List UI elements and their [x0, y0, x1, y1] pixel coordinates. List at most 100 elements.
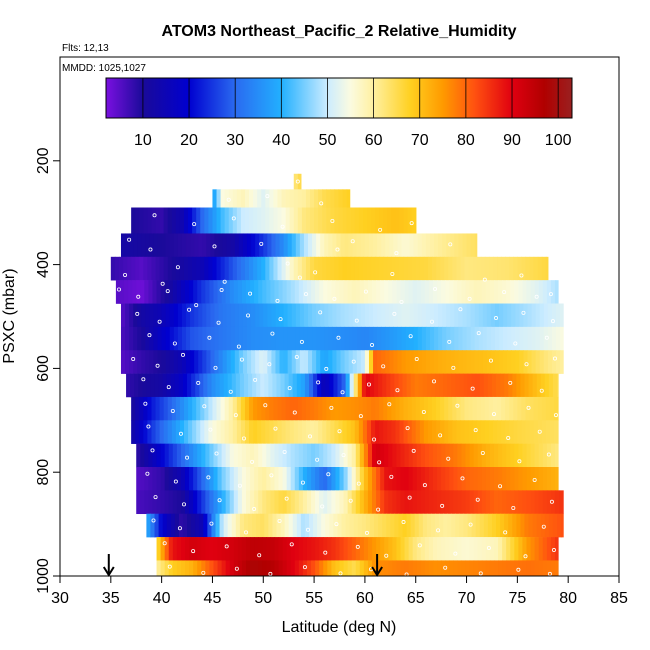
rh-cell	[377, 233, 382, 258]
rh-cell	[247, 326, 252, 351]
sample-marker	[278, 317, 283, 322]
rh-cell	[229, 537, 235, 561]
rh-cell	[455, 513, 461, 538]
rh-cell	[301, 189, 307, 208]
rh-cell	[404, 443, 410, 468]
rh-cell	[312, 350, 317, 374]
sample-marker	[532, 477, 537, 482]
rh-cell	[176, 560, 182, 577]
sample-marker	[338, 571, 343, 576]
rh-cell	[238, 233, 244, 258]
sample-marker	[214, 451, 219, 456]
rh-cell	[389, 326, 394, 351]
rh-cell	[279, 233, 285, 258]
rh-cell	[178, 513, 184, 538]
rh-cell	[300, 513, 306, 538]
rh-cell	[250, 443, 255, 468]
rh-cell	[427, 420, 433, 444]
rh-cell	[401, 303, 407, 328]
rh-cell	[258, 280, 263, 304]
rh-cell	[151, 207, 157, 234]
rh-cell	[168, 560, 174, 577]
rh-cell	[279, 303, 285, 328]
rh-cell	[546, 537, 552, 561]
sample-marker	[226, 197, 231, 202]
rh-cell	[289, 189, 295, 208]
rh-cell	[170, 513, 176, 538]
rh-cell	[502, 490, 507, 515]
rh-cell	[498, 537, 503, 561]
rh-cell	[148, 490, 154, 515]
rh-cell	[209, 443, 215, 468]
rh-cell	[137, 326, 142, 351]
rh-cell	[131, 420, 136, 444]
rh-cell	[337, 513, 343, 538]
rh-cell	[411, 207, 417, 234]
rh-cell	[330, 420, 336, 444]
rh-cell	[523, 326, 529, 351]
sample-marker	[334, 522, 339, 527]
rh-cell	[421, 303, 427, 328]
rh-cell	[396, 467, 402, 491]
rh-cell	[261, 207, 266, 234]
x-axis-label: Latitude (deg N)	[282, 619, 397, 636]
rh-cell	[139, 207, 144, 234]
rh-cell	[270, 280, 276, 304]
rh-cell	[265, 396, 270, 421]
rh-cell	[377, 350, 382, 374]
rh-cell	[426, 513, 432, 538]
rh-cell	[207, 513, 213, 538]
rh-cell	[375, 396, 380, 421]
rh-cell	[179, 396, 185, 421]
rh-cell	[497, 420, 502, 444]
rh-cell	[165, 303, 171, 328]
rh-cell	[459, 513, 465, 538]
x-tick-label: 80	[559, 590, 577, 607]
rh-cell	[189, 490, 194, 515]
rh-cell	[449, 280, 454, 304]
flight-arrows	[102, 554, 383, 577]
rh-cell	[326, 420, 331, 444]
rh-cell	[323, 280, 328, 304]
rh-cell	[206, 350, 212, 374]
rh-cell	[291, 303, 297, 328]
sample-marker	[506, 435, 511, 440]
rh-cell	[257, 256, 262, 281]
rh-cell	[518, 467, 524, 491]
sample-marker	[152, 213, 157, 218]
rh-cell	[481, 537, 487, 561]
rh-cell	[275, 233, 281, 258]
rh-cell	[475, 513, 481, 538]
rh-cell	[225, 560, 231, 577]
rh-cell	[285, 189, 291, 208]
rh-cell	[155, 396, 161, 421]
rh-cell	[110, 256, 116, 281]
rh-cell	[189, 443, 194, 468]
sample-marker	[282, 449, 287, 454]
rh-cell	[437, 467, 442, 491]
rh-cell	[285, 420, 291, 444]
rh-cell	[443, 513, 448, 538]
rh-cell	[173, 303, 179, 328]
rh-cell	[131, 207, 136, 234]
rh-cell	[384, 280, 389, 304]
rh-cell	[311, 537, 316, 561]
rh-cell	[196, 256, 201, 281]
rh-cell	[424, 280, 430, 304]
sample-marker	[494, 316, 499, 321]
rh-cell	[542, 280, 548, 304]
rh-cell	[239, 373, 245, 398]
sample-marker	[407, 495, 412, 500]
sample-marker	[316, 380, 321, 385]
rh-cell	[485, 490, 491, 515]
rh-cell	[290, 280, 296, 304]
rh-cell	[489, 443, 495, 468]
rh-cell	[377, 303, 382, 328]
rh-cell	[265, 189, 270, 208]
rh-cell	[289, 256, 295, 281]
rh-cell	[490, 326, 496, 351]
rh-cell	[314, 256, 319, 281]
rh-cell	[535, 303, 541, 328]
rh-cell	[217, 467, 223, 491]
rh-cell	[131, 256, 136, 281]
